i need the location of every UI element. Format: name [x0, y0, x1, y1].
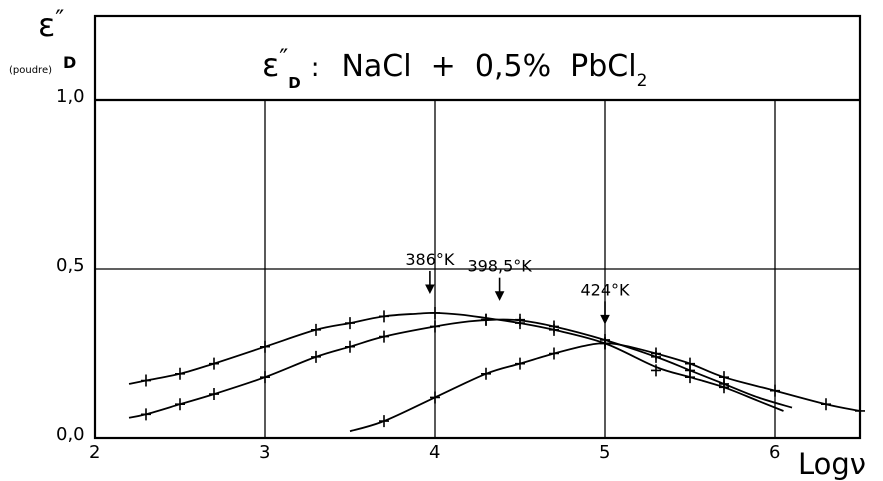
plot-frame: [93, 14, 862, 440]
title-symbol-sub: D: [288, 74, 300, 92]
data-point-398-5-k-0: [141, 408, 151, 421]
series-line-398-5-k: [128, 318, 793, 419]
data-point-386-k-6: [379, 310, 389, 323]
data-point-424-k-5: [600, 337, 610, 350]
x-axis-label: Logν: [798, 447, 866, 481]
annotation-arrowhead-424-k: [600, 314, 610, 325]
data-point-424-k-0: [379, 415, 389, 428]
annotation-label-386-k: 386°K: [405, 250, 455, 269]
data-point-424-k-8: [719, 371, 729, 384]
data-point-424-k-1: [430, 391, 440, 404]
title-symbol: ε: [262, 46, 279, 84]
data-point-386-k-4: [311, 323, 321, 336]
data-point-424-k-11: [855, 404, 865, 417]
y-label-sub: D: [63, 53, 76, 72]
data-point-424-k-6: [651, 347, 661, 360]
data-point-386-k-5: [345, 317, 355, 330]
y-tick-labels: 0,0 0,5 1,0: [56, 86, 85, 445]
data-point-386-k-3: [260, 340, 270, 353]
x-tick-label-5: 5: [599, 442, 610, 463]
annotation-label-398-5-k: 398,5°K: [467, 257, 532, 276]
y-tick-label-1-0: 1,0: [56, 86, 85, 107]
data-point-424-k-2: [481, 367, 491, 380]
data-point-424-k-4: [549, 347, 559, 360]
annotation-label-424-k: 424°K: [580, 280, 630, 299]
data-point-386-k-0: [141, 374, 151, 387]
annotation-arrows: [425, 270, 610, 325]
y-label-prime: ″: [55, 5, 64, 33]
data-point-424-k-10: [821, 398, 831, 411]
data-point-398-5-k-4: [311, 350, 321, 363]
annotation-arrowhead-398-5-k: [494, 291, 505, 301]
x-tick-label-2: 2: [89, 442, 100, 463]
data-point-398-5-k-5: [345, 340, 355, 353]
y-tick-label-0-5: 0,5: [56, 255, 85, 276]
y-label-note: (poudre): [9, 65, 52, 76]
title-symbol-prime: ″: [279, 44, 288, 72]
data-point-424-k-9: [770, 384, 780, 397]
data-point-398-5-k-1: [175, 398, 185, 411]
annotations: 386°K 398,5°K 424°K: [405, 250, 630, 299]
y-tick-label-0-0: 0,0: [56, 424, 85, 445]
data-point-398-5-k-9: [515, 313, 525, 326]
data-point-398-5-k-8: [481, 313, 491, 326]
x-tick-label-3: 3: [259, 442, 270, 463]
y-label-symbol: ε: [38, 6, 55, 44]
title-separator: :: [311, 53, 320, 83]
title-text-sub: 2: [637, 71, 648, 91]
x-tick-label-4: 4: [429, 442, 440, 463]
y-axis-label: ε″: [38, 5, 64, 44]
curves: [128, 311, 861, 433]
data-point-398-5-k-7: [430, 320, 440, 333]
chart-title: ε″D: NaCl + 0,5% PbCl2: [262, 44, 647, 92]
data-point-398-5-k-3: [260, 371, 270, 384]
data-point-386-k-12: [651, 364, 661, 377]
data-point-386-k-7: [430, 306, 440, 319]
data-point-386-k-1: [175, 367, 185, 380]
x-tick-labels: 2 3 4 5 6: [89, 442, 780, 463]
data-point-398-5-k-2: [209, 388, 219, 401]
x-tick-label-6: 6: [769, 442, 780, 463]
data-point-386-k-2: [209, 357, 219, 370]
data-point-398-5-k-6: [379, 330, 389, 343]
title-text: NaCl + 0,5% PbCl: [341, 49, 636, 84]
markers: [141, 306, 865, 428]
data-point-424-k-3: [515, 357, 525, 370]
data-point-398-5-k-10: [549, 320, 559, 333]
data-point-424-k-7: [685, 357, 695, 370]
annotation-arrowhead-386-k: [425, 284, 435, 295]
